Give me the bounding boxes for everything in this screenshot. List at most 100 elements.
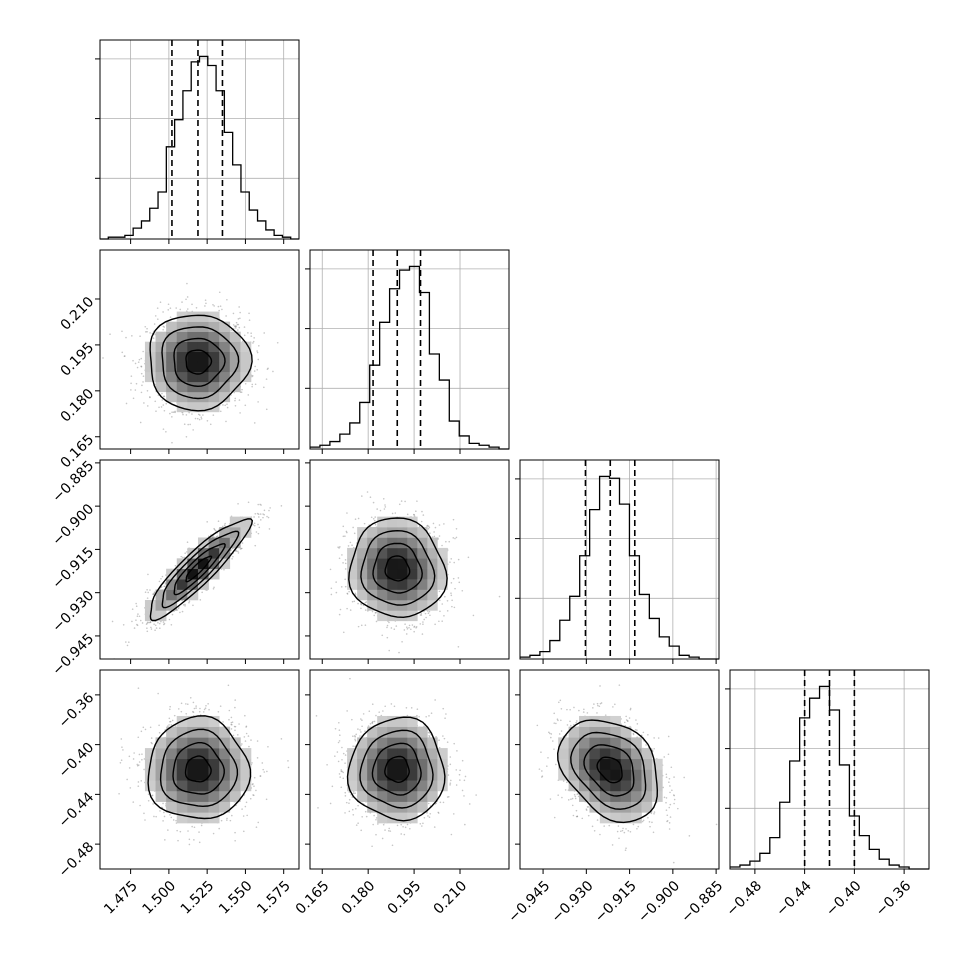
scatter-point (251, 783, 254, 786)
scatter-point (222, 721, 224, 723)
scatter-point (263, 771, 266, 773)
scatter-point (164, 583, 167, 585)
scatter-point (220, 819, 223, 822)
scatter-point (249, 797, 252, 800)
density-cell (176, 780, 188, 792)
density-cell (197, 726, 209, 738)
density-cell (197, 801, 209, 813)
density-cell (579, 748, 590, 760)
scatter-point (357, 804, 359, 807)
scatter-point (132, 758, 135, 760)
scatter-point (549, 732, 551, 735)
density-cell (208, 341, 220, 353)
scatter-point (152, 803, 154, 805)
x-tick-label: 1.575 (254, 878, 294, 918)
scatter-point (342, 631, 345, 634)
scatter-point (362, 713, 365, 715)
scatter-point (185, 435, 188, 438)
scatter-point (245, 801, 248, 804)
density-cell (219, 341, 231, 353)
scatter-point (235, 550, 238, 552)
density-cell (579, 780, 590, 792)
scatter-point (226, 819, 228, 821)
scatter-point (232, 312, 235, 315)
density-cell (397, 558, 408, 570)
density-cell (641, 769, 653, 781)
scatter-point (369, 496, 372, 499)
density-cell (377, 780, 388, 792)
density-cell (240, 516, 252, 528)
scatter-point (158, 580, 161, 583)
histogram-panel-2 (515, 459, 720, 664)
scatter-point (162, 621, 165, 623)
scatter-point (450, 558, 453, 560)
scatter-point (357, 517, 360, 520)
scatter-point (625, 715, 627, 718)
scatter-point (449, 784, 451, 786)
scatter-point (653, 737, 655, 739)
scatter-point (169, 316, 172, 318)
scatter-point (593, 829, 596, 832)
scatter-point (351, 718, 353, 721)
scatter-point (237, 329, 239, 331)
scatter-point (169, 412, 171, 415)
density-cell (347, 568, 358, 580)
scatter-point (464, 775, 467, 778)
scatter-point (184, 605, 186, 607)
density-cell (377, 558, 388, 570)
scatter-point (435, 735, 437, 738)
scatter-point (374, 523, 377, 526)
scatter-point (341, 554, 343, 556)
scatter-point (223, 568, 225, 571)
scatter-point (396, 824, 399, 827)
scatter-point (254, 383, 257, 386)
scatter-point (636, 827, 638, 830)
density-cell (197, 311, 209, 322)
scatter-point (251, 385, 253, 388)
density-cell (229, 371, 241, 383)
y-tick-label: −0.915 (49, 544, 97, 592)
density-cell (589, 780, 601, 792)
scatter-point (238, 399, 241, 401)
scatter-point (237, 503, 239, 505)
scatter-point (137, 781, 140, 783)
scatter-point (445, 713, 447, 715)
density-cell (166, 726, 178, 738)
scatter-point (230, 723, 232, 726)
scatter-point (560, 730, 563, 732)
scatter-point (184, 603, 186, 606)
scatter-point (360, 603, 363, 606)
scatter-point (688, 835, 691, 837)
scatter-point (143, 758, 146, 760)
histogram-step (100, 55, 299, 240)
scatter-point (596, 712, 598, 714)
density-cell (599, 726, 611, 738)
scatter-point (574, 797, 577, 800)
density-cell (377, 715, 388, 727)
scatter-point (620, 830, 622, 833)
scatter-point (253, 522, 256, 525)
contour-line (583, 744, 635, 797)
scatter-point (360, 607, 362, 610)
scatter-point (345, 530, 348, 533)
scatter-point (573, 706, 575, 709)
scatter-point (428, 732, 431, 734)
density-cell (208, 381, 220, 393)
scatter-point (611, 844, 614, 846)
scatter-point (232, 555, 234, 558)
scatter-point (629, 708, 632, 711)
scatter-point (266, 515, 268, 518)
scatter-point (446, 599, 449, 602)
scatter-point (166, 725, 169, 727)
scatter-point (464, 823, 466, 826)
x-tick-label: 1.475 (101, 878, 141, 918)
scatter-point (259, 503, 261, 506)
scatter-point (174, 725, 177, 727)
scatter-point (162, 404, 165, 406)
scatter-point (234, 325, 236, 327)
scatter-point (335, 581, 337, 583)
scatter-point (388, 621, 390, 624)
scatter-point (130, 375, 133, 377)
density-cell (357, 547, 368, 559)
scatter-point (632, 732, 635, 735)
